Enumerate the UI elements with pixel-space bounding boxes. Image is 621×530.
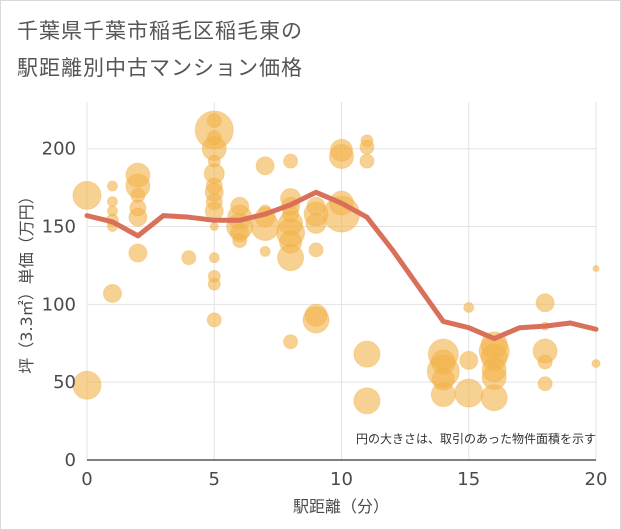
bubble-point — [459, 350, 479, 370]
x-tick-label: 20 — [585, 469, 608, 490]
bubble-point — [591, 358, 601, 368]
chart-title-line-2: 駅距離別中古マンション価格 — [17, 56, 303, 80]
trend-line — [84, 189, 599, 342]
bubble-point — [283, 334, 299, 350]
bubble-point — [537, 376, 553, 392]
bubble-point — [537, 354, 553, 370]
x-tick-label: 10 — [330, 469, 353, 490]
bubble-point — [430, 382, 456, 408]
bubble-point — [535, 293, 555, 313]
x-tick-label: 15 — [457, 469, 480, 490]
bubble-point — [106, 196, 118, 208]
bubble-point — [259, 245, 271, 257]
bubble-point — [206, 113, 222, 129]
bubble-point — [463, 301, 475, 313]
bubble-point — [207, 277, 221, 291]
bubble-point — [106, 180, 118, 192]
bubble-point — [209, 222, 219, 232]
x-axis-title: 駅距離（分） — [293, 497, 389, 516]
y-tick-label: 50 — [53, 372, 76, 393]
bubble-point — [72, 180, 102, 210]
bubble-point — [128, 207, 148, 227]
bubble-point — [302, 306, 330, 334]
y-tick-label: 0 — [65, 450, 76, 471]
bubble-point — [206, 312, 222, 328]
bubble-point — [592, 265, 600, 273]
bubble-point — [353, 340, 381, 368]
bubble-point — [283, 153, 299, 169]
bubble-point — [277, 244, 305, 272]
bubble-point — [208, 252, 220, 264]
bubble-point — [359, 153, 375, 169]
bubble-point — [128, 243, 148, 263]
bubble-size-note: 円の大きさは、取引のあった物件面積を示す — [356, 431, 596, 446]
chart-title-line-1: 千葉県千葉市稲毛区稲毛東の — [17, 19, 303, 43]
bubble-point — [480, 384, 508, 412]
bubble-point — [308, 242, 324, 258]
bubble-point — [329, 143, 354, 169]
bubble-point — [181, 250, 197, 266]
bubble-point — [232, 233, 248, 249]
trend-layer — [84, 189, 599, 342]
y-tick-label: 150 — [42, 217, 76, 238]
x-tick-label: 0 — [81, 469, 92, 490]
bubble-layer — [72, 110, 601, 415]
bubble-point — [454, 378, 484, 408]
x-tick-label: 5 — [209, 469, 220, 490]
bubble-point — [72, 370, 102, 400]
y-tick-label: 100 — [42, 294, 76, 315]
bubble-point — [255, 156, 275, 176]
bubble-point — [305, 212, 327, 234]
y-axis-title: 坪（3.3㎡）単価（万円） — [17, 188, 36, 373]
bubble-point — [102, 283, 122, 303]
bubble-point — [353, 387, 381, 415]
y-tick-label: 200 — [42, 139, 76, 160]
bubble-point — [359, 139, 375, 155]
